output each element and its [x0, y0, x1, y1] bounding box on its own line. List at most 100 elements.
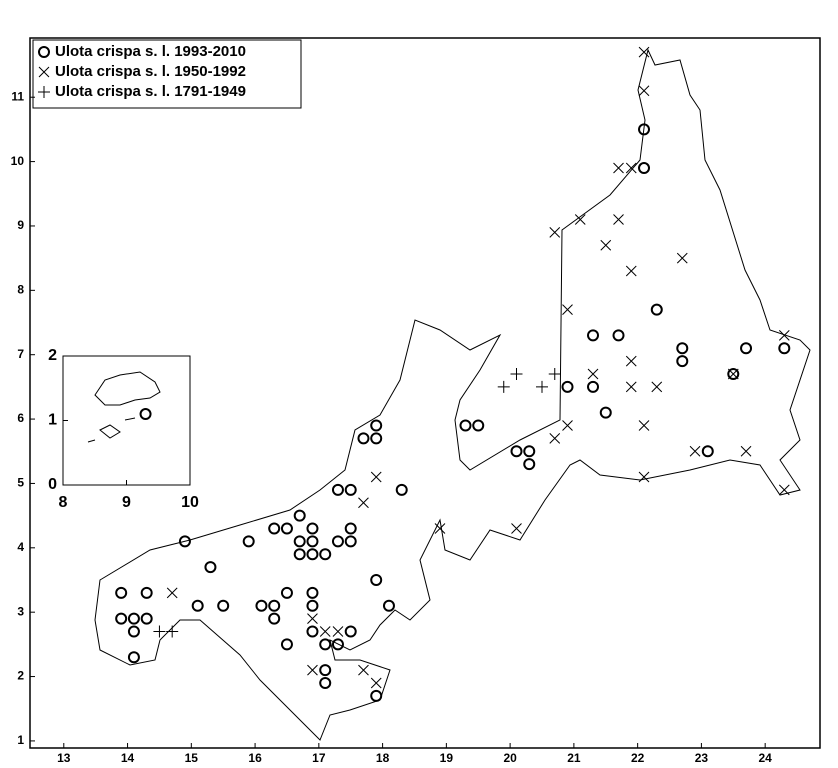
y-tick-label: 7: [17, 347, 24, 361]
point: [562, 420, 573, 431]
point: [319, 676, 332, 689]
point: [638, 123, 651, 136]
point: [625, 265, 637, 277]
point: [268, 599, 281, 612]
point: [293, 548, 306, 561]
point: [740, 342, 753, 355]
point: [638, 85, 650, 97]
point: [153, 625, 166, 638]
point: [139, 408, 152, 421]
x-tick-label: 17: [312, 751, 326, 765]
map-frame: [29, 37, 821, 749]
point: [523, 445, 536, 458]
y-tick-label: 3: [17, 604, 24, 618]
point: [370, 419, 383, 432]
point: [344, 522, 357, 535]
point: [625, 162, 637, 174]
y-tick-label: 1: [17, 733, 24, 747]
point: [778, 484, 790, 496]
point: [523, 458, 536, 471]
point: [127, 651, 140, 664]
y-tick-label: 6: [17, 411, 24, 425]
point: [651, 381, 663, 393]
point: [319, 626, 331, 637]
point: [242, 535, 255, 548]
x-tick-label: 8: [59, 494, 68, 511]
legend-label: Ulota crispa s. l. 1950-1992: [55, 63, 246, 80]
y-tick-label: 5: [17, 476, 24, 490]
point: [268, 612, 281, 625]
point: [255, 599, 268, 612]
point: [511, 523, 522, 534]
point: [740, 445, 752, 457]
point: [612, 329, 625, 342]
x-tick-label: 13: [57, 751, 71, 765]
y-tick-label: 1: [48, 412, 57, 429]
inset-islands: [87, 371, 161, 443]
point: [344, 483, 357, 496]
x-tick-label: 14: [121, 751, 135, 765]
y-tick-label: 9: [17, 218, 24, 232]
inset-frame: [62, 355, 191, 486]
legend-label: Ulota crispa s. l. 1791-1949: [55, 83, 246, 100]
point: [370, 432, 383, 445]
point: [548, 368, 561, 381]
y-tick-label: 11: [11, 89, 24, 103]
point: [625, 355, 637, 367]
point: [268, 522, 281, 535]
point: [344, 535, 357, 548]
y-tick-label: 8: [17, 283, 24, 297]
point: [127, 612, 140, 625]
point: [306, 535, 319, 548]
point: [331, 638, 344, 651]
point: [140, 586, 153, 599]
point: [510, 368, 523, 381]
x-tick-label: 15: [185, 751, 199, 765]
point: [358, 664, 369, 676]
point: [689, 445, 701, 457]
point: [293, 535, 306, 548]
point: [319, 548, 332, 561]
x-tick-label: 21: [567, 751, 581, 765]
x-tick-label: 22: [631, 751, 645, 765]
point: [306, 599, 319, 612]
point: [319, 638, 332, 651]
point: [280, 638, 293, 651]
point: [307, 613, 318, 624]
point: [587, 380, 600, 393]
point: [331, 535, 344, 548]
point: [370, 689, 383, 702]
point: [306, 625, 319, 638]
point: [344, 625, 357, 638]
point: [638, 420, 650, 431]
point: [587, 329, 600, 342]
point: [217, 599, 230, 612]
legend-marker: [38, 66, 50, 78]
point: [382, 599, 395, 612]
point: [549, 227, 561, 238]
point: [536, 380, 549, 393]
point: [638, 162, 651, 175]
x-tick-label: 9: [122, 494, 131, 511]
point: [613, 162, 624, 174]
legend-label: Ulota crispa s. l. 1993-2010: [55, 43, 246, 60]
point: [561, 380, 574, 393]
point: [727, 368, 739, 380]
x-tick-label: 23: [695, 751, 709, 765]
point: [599, 406, 612, 419]
point: [650, 303, 663, 316]
point: [625, 381, 637, 393]
point: [204, 561, 217, 574]
point: [549, 433, 561, 444]
x-tick-label: 20: [503, 751, 517, 765]
point: [319, 664, 332, 677]
legend-marker: [38, 46, 50, 58]
point: [778, 342, 791, 355]
point: [306, 548, 319, 561]
y-tick-label: 2: [48, 347, 57, 364]
point: [293, 509, 306, 522]
point: [191, 599, 204, 612]
point: [115, 612, 128, 625]
point: [600, 239, 612, 251]
point: [358, 497, 369, 509]
